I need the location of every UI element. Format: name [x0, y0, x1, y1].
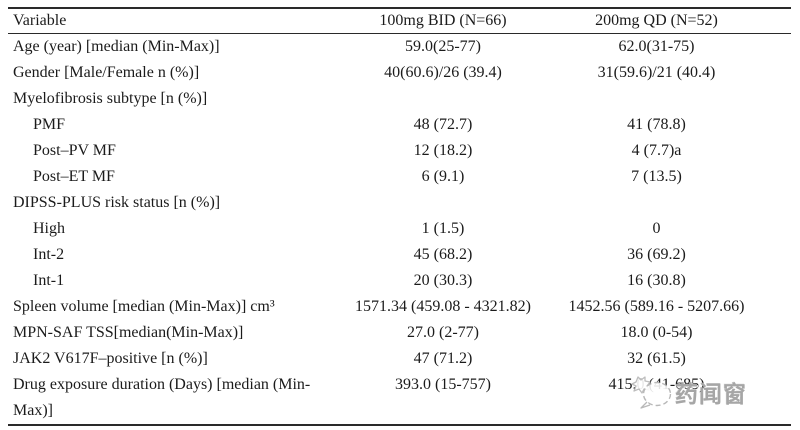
table-header-row: Variable 100mg BID (N=66) 200mg QD (N=52… — [8, 8, 791, 34]
table-row: Drug exposure duration (Days) [median (M… — [8, 372, 791, 425]
row-value-arm-100mg-bid: 393.0 (15-757) — [395, 376, 491, 393]
row-value-arm-100mg-bid: 1 (1.5) — [421, 220, 465, 237]
row-label: Age (year) [median (Min-Max)] — [13, 38, 220, 55]
row-value-arm-200mg-qd: 31(59.6)/21 (40.4) — [597, 64, 716, 81]
row-label: Spleen volume [median (Min-Max)] cm³ — [13, 298, 275, 315]
column-header-arm-100mg-bid: 100mg BID (N=66) — [338, 8, 548, 34]
table-row: PMF 48 (72.7) 41 (78.8) — [8, 112, 791, 138]
row-label: DIPSS-PLUS risk status [n (%)] — [13, 194, 221, 211]
row-value-arm-200mg-qd: 32 (61.5) — [627, 350, 686, 367]
row-value-arm-100mg-bid: 59.0(25-77) — [405, 38, 481, 55]
row-value-arm-200mg-qd: 1452.56 (589.16 - 5207.66) — [568, 298, 745, 315]
row-value-arm-100mg-bid: 12 (18.2) — [413, 142, 473, 159]
table-row: Myelofibrosis subtype [n (%)] — [8, 86, 791, 112]
row-value-arm-200mg-qd: 7 (13.5) — [631, 168, 682, 185]
row-value-arm-100mg-bid: 40(60.6)/26 (39.4) — [384, 64, 502, 81]
row-value-arm-200mg-qd: 4 (7.7)a — [631, 142, 682, 159]
row-value-arm-100mg-bid — [338, 86, 548, 112]
row-value-arm-100mg-bid: 47 (71.2) — [413, 350, 473, 367]
table-body: Age (year) [median (Min-Max)] 59.0(25-77… — [8, 34, 791, 426]
row-label: Post–PV MF — [33, 142, 116, 159]
table-row: Age (year) [median (Min-Max)] 59.0(25-77… — [8, 34, 791, 61]
row-label: Int-1 — [33, 272, 65, 289]
row-value-arm-200mg-qd: 0 — [652, 220, 661, 237]
table-row: Int-1 20 (30.3) 16 (30.8) — [8, 268, 791, 294]
row-label: Int-2 — [33, 246, 65, 263]
table-row: MPN-SAF TSS[median(Min-Max)] 27.0 (2-77)… — [8, 320, 791, 346]
table-row: Int-2 45 (68.2) 36 (69.2) — [8, 242, 791, 268]
table-row: Post–PV MF 12 (18.2) 4 (7.7)a — [8, 138, 791, 164]
row-value-arm-100mg-bid: 1571.34 (459.08 - 4321.82) — [355, 298, 531, 315]
row-value-arm-200mg-qd — [548, 190, 791, 216]
table-row: DIPSS-PLUS risk status [n (%)] — [8, 190, 791, 216]
row-value-arm-100mg-bid: 27.0 (2-77) — [407, 324, 479, 341]
column-header-arm-200mg-qd: 200mg QD (N=52) — [548, 8, 791, 34]
table-row: High 1 (1.5) 0 — [8, 216, 791, 242]
table-row: Gender [Male/Female n (%)] 40(60.6)/26 (… — [8, 60, 791, 86]
baseline-characteristics-table: Variable 100mg BID (N=66) 200mg QD (N=52… — [8, 7, 791, 426]
row-value-arm-200mg-qd: 18.0 (0-54) — [620, 324, 693, 341]
table-row: Spleen volume [median (Min-Max)] cm³ 157… — [8, 294, 791, 320]
row-value-arm-100mg-bid: 45 (68.2) — [413, 246, 473, 263]
row-value-arm-200mg-qd: 415.0 (41-685) — [608, 376, 705, 393]
row-label: Drug exposure duration (Days) [median (M… — [13, 376, 311, 419]
table-row: JAK2 V617F–positive [n (%)] 47 (71.2) 32… — [8, 346, 791, 372]
row-label: JAK2 V617F–positive [n (%)] — [13, 350, 208, 367]
row-label: Gender [Male/Female n (%)] — [13, 64, 200, 81]
row-label: Myelofibrosis subtype [n (%)] — [13, 90, 208, 107]
column-header-variable: Variable — [8, 8, 338, 34]
row-value-arm-200mg-qd — [548, 86, 791, 112]
row-value-arm-200mg-qd: 62.0(31-75) — [618, 38, 695, 55]
row-label: Post–ET MF — [33, 168, 115, 185]
row-value-arm-200mg-qd: 41 (78.8) — [627, 116, 686, 133]
row-value-arm-200mg-qd: 16 (30.8) — [627, 272, 686, 289]
row-value-arm-100mg-bid: 48 (72.7) — [413, 116, 473, 133]
row-label: MPN-SAF TSS[median(Min-Max)] — [13, 324, 244, 341]
row-value-arm-200mg-qd: 36 (69.2) — [627, 246, 686, 263]
row-value-arm-100mg-bid: 6 (9.1) — [421, 168, 465, 185]
row-value-arm-100mg-bid: 20 (30.3) — [413, 272, 473, 289]
row-label: PMF — [33, 116, 66, 133]
row-value-arm-100mg-bid — [338, 190, 548, 216]
row-label: High — [33, 220, 65, 237]
table-row: Post–ET MF 6 (9.1) 7 (13.5) — [8, 164, 791, 190]
